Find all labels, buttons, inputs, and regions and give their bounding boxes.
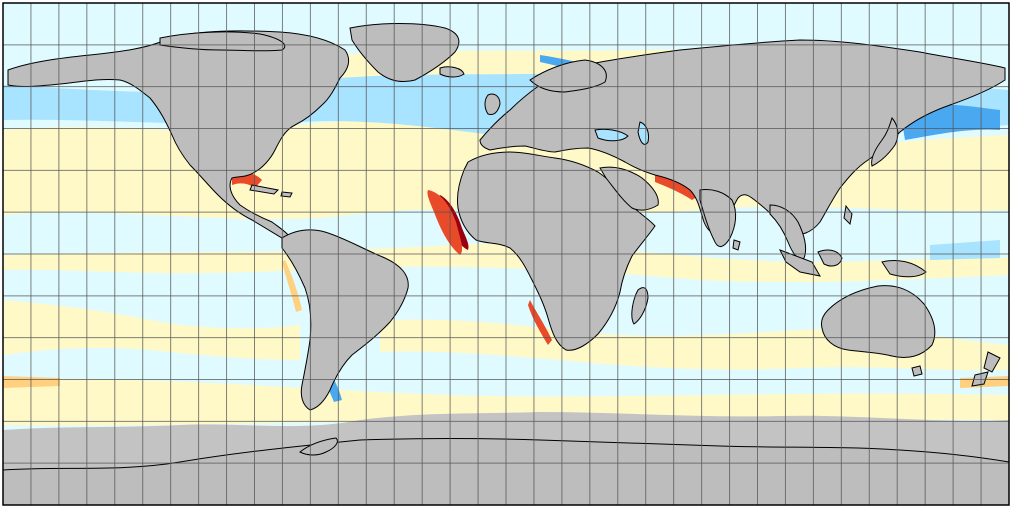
- new-zealand-n: [983, 351, 1001, 373]
- black-sea-region: [594, 128, 629, 142]
- greenland: [349, 23, 460, 83]
- patch-n-atlantic-blue: [300, 94, 450, 111]
- africa: [457, 151, 656, 351]
- uk: [484, 93, 501, 115]
- band-south-yellow: [3, 300, 300, 360]
- sri-lanka: [732, 239, 741, 251]
- arabia: [599, 166, 659, 211]
- indochina: [769, 204, 807, 260]
- europe-asia: [479, 39, 1006, 235]
- australia: [821, 285, 936, 359]
- graticule: [3, 3, 1009, 505]
- antarctic-peninsula: [299, 437, 338, 456]
- patch-pacific-equator-blue: [930, 240, 1000, 260]
- patch-arabian: [655, 175, 700, 200]
- patch-nw-africa-orange: [427, 190, 463, 255]
- hispaniola: [280, 191, 293, 198]
- north-america: [7, 30, 350, 239]
- scandinavia: [529, 59, 607, 93]
- patch-peru: [282, 260, 302, 312]
- philippines: [843, 204, 853, 226]
- iceland: [439, 66, 465, 78]
- band-orange-sw: [3, 376, 60, 388]
- cuba: [249, 184, 280, 195]
- tasmania: [911, 365, 923, 377]
